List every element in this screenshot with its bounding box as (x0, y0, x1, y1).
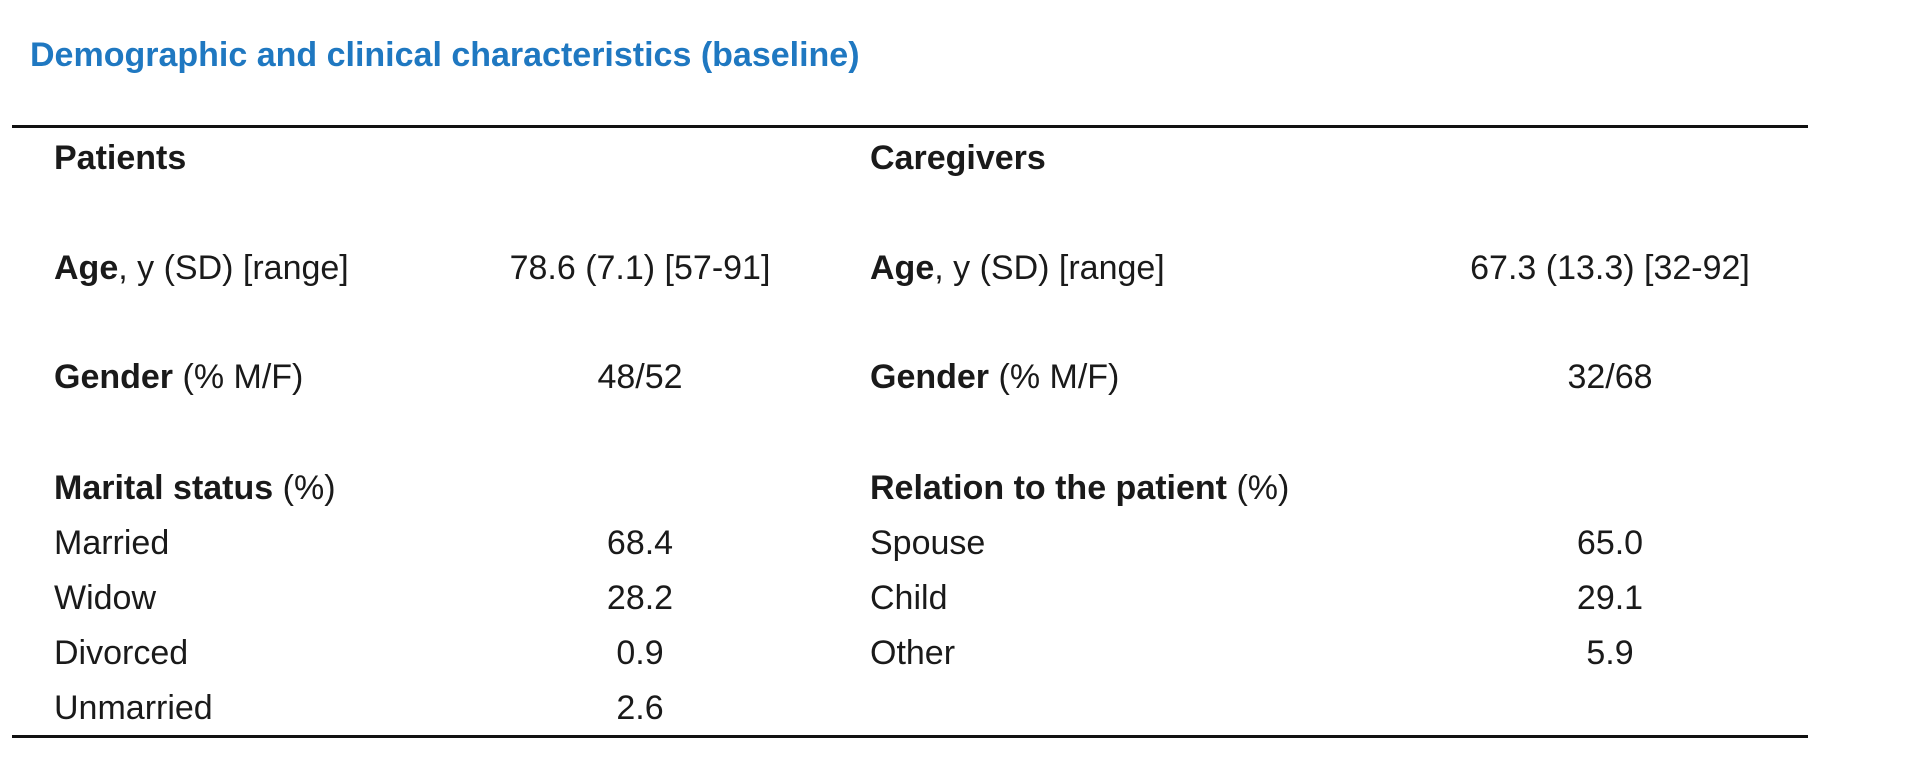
patients-age-label: Age, y (SD) [range] (54, 249, 349, 287)
marital-row-value: 0.9 (616, 634, 664, 672)
relation-row-value: 5.9 (1586, 634, 1634, 672)
relation-header: Relation to the patient (%) (870, 469, 1290, 507)
top-rule (12, 125, 1808, 128)
relation-row-label: Child (870, 579, 948, 617)
marital-row-label: Married (54, 524, 170, 562)
caregivers-header: Caregivers (870, 139, 1046, 177)
caregivers-age-label: Age, y (SD) [range] (870, 249, 1165, 287)
marital-row-label: Unmarried (54, 689, 213, 727)
marital-row-value: 68.4 (606, 524, 674, 562)
caregivers-gender-value: 32/68 (1567, 358, 1653, 396)
patients-header: Patients (54, 139, 187, 177)
marital-row-value: 2.6 (616, 689, 664, 727)
caregivers-gender-label: Gender (% M/F) (870, 358, 1120, 396)
marital-status-header: Marital status (%) (54, 469, 336, 507)
bottom-rule (12, 735, 1808, 738)
marital-row-label: Divorced (54, 634, 189, 672)
marital-row-label: Widow (54, 579, 157, 617)
marital-row-value: 28.2 (606, 579, 674, 617)
patients-age-value: 78.6 (7.1) [57-91] (509, 249, 771, 287)
relation-row-value: 29.1 (1576, 579, 1644, 617)
relation-row-value: 65.0 (1576, 524, 1644, 562)
relation-row-label: Other (870, 634, 956, 672)
relation-row-label: Spouse (870, 524, 986, 562)
table-title: Demographic and clinical characteristics… (30, 36, 860, 74)
patients-gender-label: Gender (% M/F) (54, 358, 304, 396)
patients-gender-value: 48/52 (597, 358, 683, 396)
caregivers-age-value: 67.3 (13.3) [32-92] (1470, 249, 1750, 287)
